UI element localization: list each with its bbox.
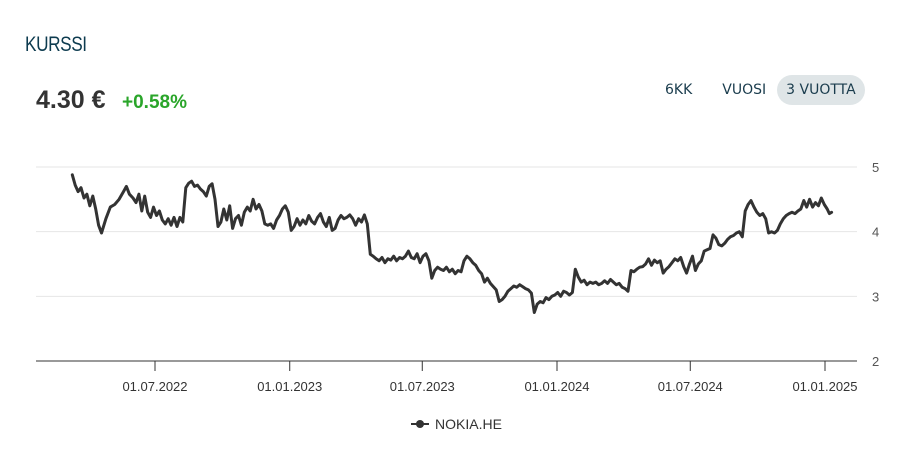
line-with-dot-icon — [411, 419, 429, 429]
y-tick-label: 2 — [872, 354, 879, 369]
x-tick-label: 01.01.2024 — [524, 379, 589, 394]
price-change: +0.58% — [122, 92, 187, 113]
current-price: 4.30 € — [36, 86, 106, 114]
range-selector: 6KK VUOSI 3 VUOTTA — [644, 75, 865, 105]
price-line[interactable] — [70, 173, 834, 314]
x-tick-label: 01.01.2025 — [792, 379, 857, 394]
chart-gridlines — [36, 166, 857, 297]
x-axis: 01.07.2022 01.01.2023 01.07.2023 01.01.2024… — [36, 360, 858, 394]
range-tab-vuosi[interactable]: VUOSI — [722, 82, 767, 98]
range-tab-6kk[interactable]: 6KK — [665, 82, 693, 98]
x-tick-label: 01.07.2023 — [390, 379, 455, 394]
chart-legend[interactable]: NOKIA.HE — [411, 416, 502, 432]
y-tick-label: 3 — [872, 289, 879, 304]
range-tab-3-vuotta[interactable]: 3 VUOTTA — [777, 75, 865, 105]
section-title: KURSSI — [25, 33, 87, 56]
x-tick-label: 01.07.2022 — [122, 379, 187, 394]
legend-label: NOKIA.HE — [435, 416, 502, 432]
y-axis: 2 3 4 5 — [872, 160, 879, 369]
y-tick-label: 4 — [872, 225, 879, 240]
x-tick-label: 01.01.2023 — [257, 379, 322, 394]
x-tick-label: 01.07.2024 — [658, 379, 723, 394]
y-tick-label: 5 — [872, 160, 879, 175]
